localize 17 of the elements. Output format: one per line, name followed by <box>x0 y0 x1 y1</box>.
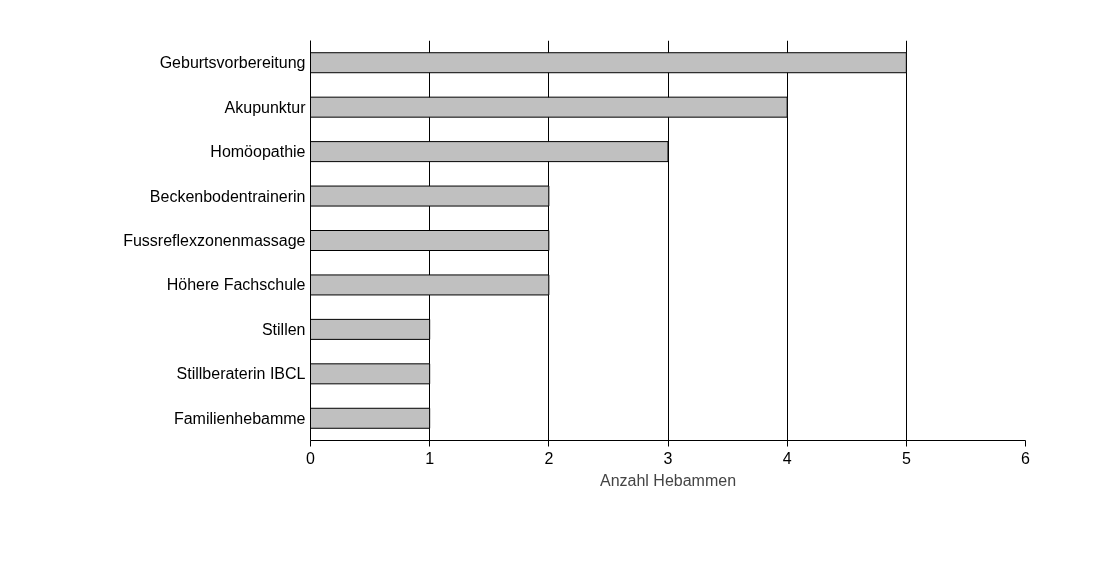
y-tick-label: Stillberaterin IBCL <box>176 365 306 383</box>
y-tick-label: Familienhebamme <box>173 409 306 427</box>
y-tick-label: Geburtsvorbereitung <box>159 54 306 72</box>
x-axis-title: Anzahl Hebammen <box>599 471 737 489</box>
x-tick-label: 0 <box>306 449 316 467</box>
x-tick-label: 3 <box>663 449 673 467</box>
x-tick-label: 2 <box>544 449 554 467</box>
y-tick-label: Homöopathie <box>210 143 306 161</box>
y-tick-label: Höhere Fachschule <box>166 276 306 294</box>
x-tick-label: 1 <box>425 449 435 467</box>
x-tick-label: 6 <box>1021 449 1031 467</box>
y-tick-label: Stillen <box>261 320 306 338</box>
y-tick-label: Akupunktur <box>224 98 307 116</box>
y-tick-label: Fussreflexzonenmassage <box>123 232 306 249</box>
x-tick-label: 4 <box>782 449 792 467</box>
y-tick-label: Beckenbodentrainerin <box>149 187 306 205</box>
x-tick-label: 5 <box>901 449 911 467</box>
